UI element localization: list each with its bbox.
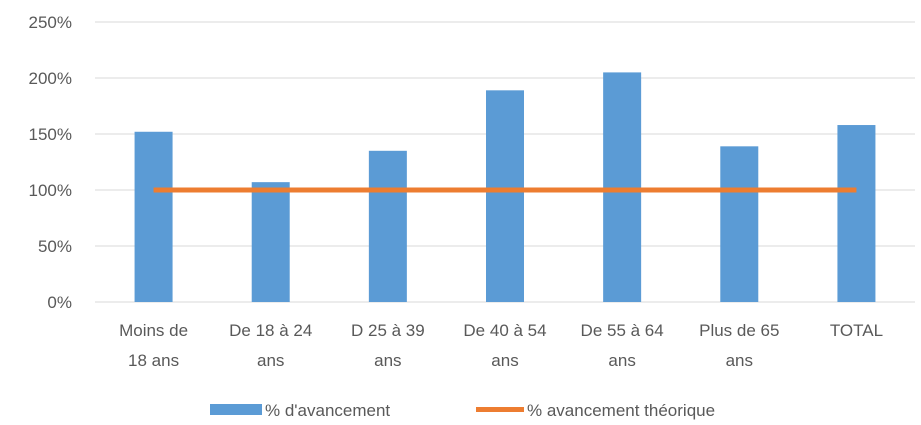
legend: % d'avancement % avancement théorique: [210, 401, 715, 420]
bar-series: [134, 72, 876, 303]
y-tick-label: 150%: [29, 125, 72, 144]
bar: [134, 131, 173, 302]
y-tick-label: 100%: [29, 181, 72, 200]
legend-label-bar: % d'avancement: [265, 401, 390, 420]
x-category-label: De 18 à 24: [229, 321, 312, 340]
x-category-label: ans: [491, 351, 518, 370]
x-category-label: ans: [608, 351, 635, 370]
y-tick-label: 0%: [47, 293, 72, 312]
bar: [603, 72, 642, 303]
y-tick-label: 250%: [29, 13, 72, 32]
x-category-label: Plus de 65: [699, 321, 779, 340]
x-category-label: ans: [257, 351, 284, 370]
x-category-label: De 40 à 54: [463, 321, 546, 340]
x-axis-category-labels: Moins de 18 ans De 18 à 24 ans D 25 à 39 ans D…: [119, 321, 883, 370]
bar: [720, 146, 759, 302]
bar: [368, 150, 407, 302]
x-category-label: ans: [726, 351, 753, 370]
bar: [251, 182, 290, 302]
legend-label-line: % avancement théorique: [527, 401, 715, 420]
x-category-label: De 55 à 64: [581, 321, 664, 340]
x-category-label: D 25 à 39: [351, 321, 425, 340]
x-category-label: Moins de: [119, 321, 188, 340]
x-category-label: 18 ans: [128, 351, 179, 370]
x-category-label: TOTAL: [830, 321, 883, 340]
legend-swatch-bar: [210, 404, 262, 415]
y-tick-label: 200%: [29, 69, 72, 88]
x-category-label: ans: [374, 351, 401, 370]
bar: [837, 125, 876, 302]
y-tick-label: 50%: [38, 237, 72, 256]
bar: [486, 90, 524, 302]
y-axis-tick-labels: 0% 50% 100% 150% 200% 250%: [29, 13, 72, 312]
